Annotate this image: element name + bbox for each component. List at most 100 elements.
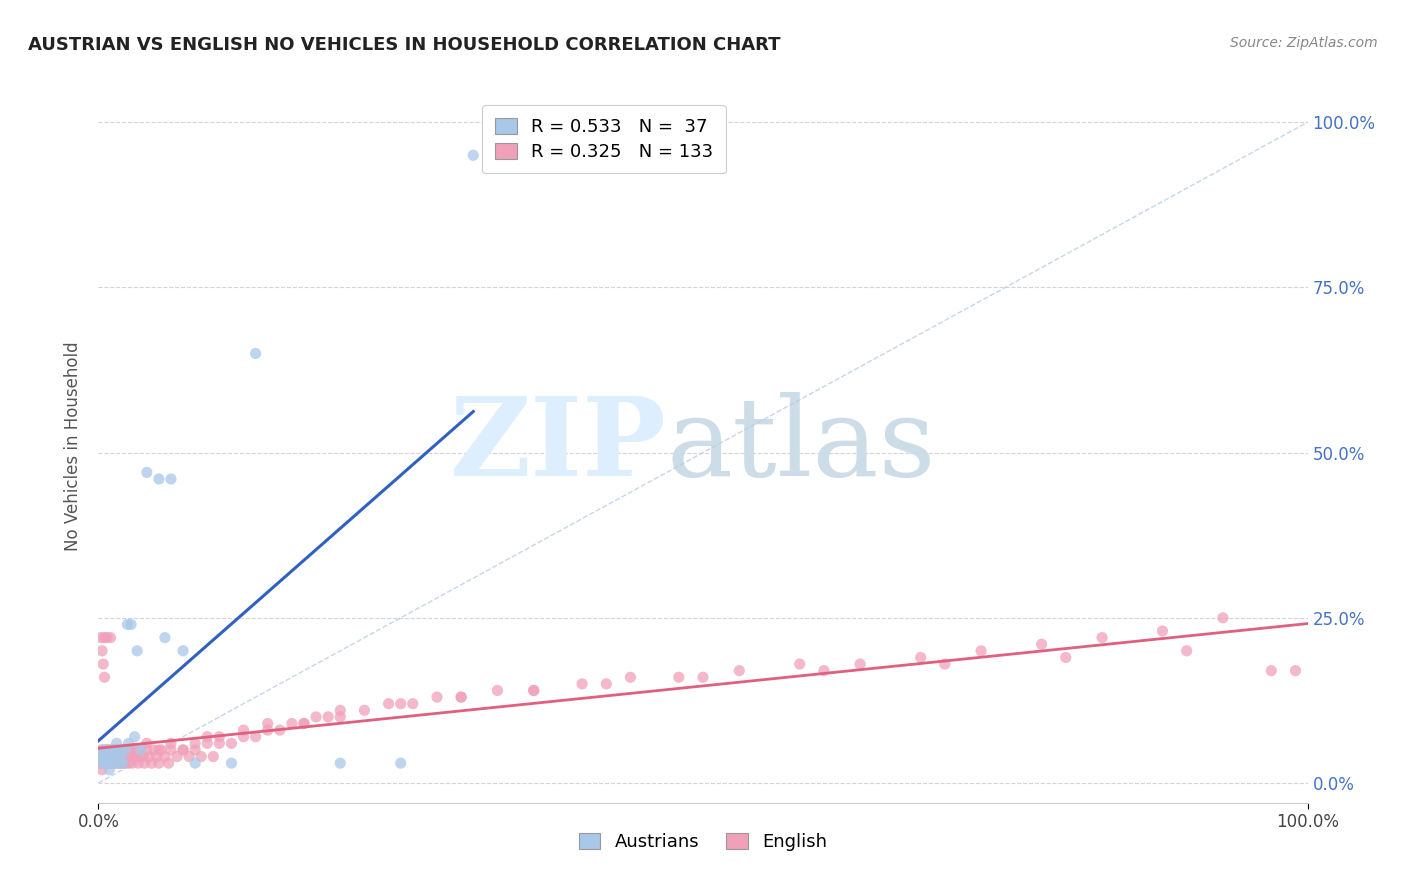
Point (208, 736, 231, 750)
Point (148, 743, 170, 757)
Point (105, 736, 128, 750)
Point (101, 743, 124, 757)
Point (127, 756, 149, 771)
Point (292, 716, 315, 731)
Point (184, 743, 207, 757)
Point (108, 756, 131, 771)
Point (129, 743, 152, 757)
Point (112, 743, 135, 757)
Point (101, 749, 124, 764)
Point (90, 749, 112, 764)
Point (91, 756, 114, 771)
Point (281, 716, 304, 731)
Point (141, 756, 163, 771)
Point (100, 743, 122, 757)
Point (134, 756, 156, 771)
Point (1091, 631, 1114, 645)
Point (728, 664, 751, 678)
Point (90, 749, 112, 764)
Point (157, 756, 180, 771)
Point (104, 749, 127, 764)
Point (172, 743, 194, 757)
Point (100, 756, 122, 771)
Point (1260, 664, 1282, 678)
Point (94, 749, 117, 764)
Point (98, 763, 121, 777)
Point (389, 756, 412, 771)
Point (90, 631, 112, 645)
Point (103, 756, 125, 771)
Point (668, 670, 690, 684)
Point (114, 743, 136, 757)
Point (329, 710, 352, 724)
Point (97, 749, 120, 764)
Point (91, 763, 114, 777)
Point (100, 756, 122, 771)
Point (110, 749, 132, 764)
Point (208, 730, 231, 744)
Point (93, 631, 115, 645)
Text: atlas: atlas (666, 392, 936, 500)
Point (221, 736, 243, 750)
Point (104, 743, 127, 757)
Point (111, 756, 134, 771)
Point (849, 657, 872, 671)
Point (329, 703, 352, 717)
Point (1175, 644, 1198, 658)
Point (145, 749, 167, 764)
Point (108, 743, 131, 757)
Point (305, 710, 328, 724)
Point (1284, 664, 1306, 678)
Point (148, 472, 170, 486)
Point (120, 617, 142, 632)
Point (179, 749, 201, 764)
Point (121, 756, 143, 771)
Point (105, 749, 128, 764)
Point (148, 756, 170, 771)
Point (692, 670, 714, 684)
Point (93, 670, 115, 684)
Point (377, 697, 399, 711)
Point (101, 749, 124, 764)
Point (100, 756, 122, 771)
Point (138, 749, 160, 764)
Point (402, 697, 425, 711)
Point (98, 749, 121, 764)
Point (934, 657, 956, 671)
Point (108, 756, 131, 771)
Point (221, 756, 243, 771)
Point (103, 743, 125, 757)
Point (89, 756, 111, 771)
Point (115, 743, 138, 757)
Point (100, 631, 122, 645)
Point (124, 730, 146, 744)
Point (96, 756, 118, 771)
Point (1054, 650, 1077, 665)
Point (118, 756, 141, 771)
Point (813, 664, 835, 678)
Point (98, 743, 121, 757)
Point (269, 723, 291, 738)
Point (111, 756, 134, 771)
Point (195, 730, 218, 744)
Point (118, 749, 141, 764)
Legend: Austrians, English: Austrians, English (571, 825, 835, 858)
Point (127, 749, 149, 764)
Point (93, 756, 115, 771)
Point (97, 743, 120, 757)
Point (523, 683, 546, 698)
Point (172, 743, 194, 757)
Point (523, 683, 546, 698)
Point (91, 756, 114, 771)
Point (108, 743, 131, 757)
Point (970, 644, 993, 658)
Point (486, 683, 509, 698)
Point (190, 749, 212, 764)
Point (94, 756, 117, 771)
Point (97, 756, 120, 771)
Point (389, 697, 412, 711)
Point (353, 703, 375, 717)
Point (94, 749, 117, 764)
Point (1031, 637, 1053, 651)
Point (96, 631, 118, 645)
